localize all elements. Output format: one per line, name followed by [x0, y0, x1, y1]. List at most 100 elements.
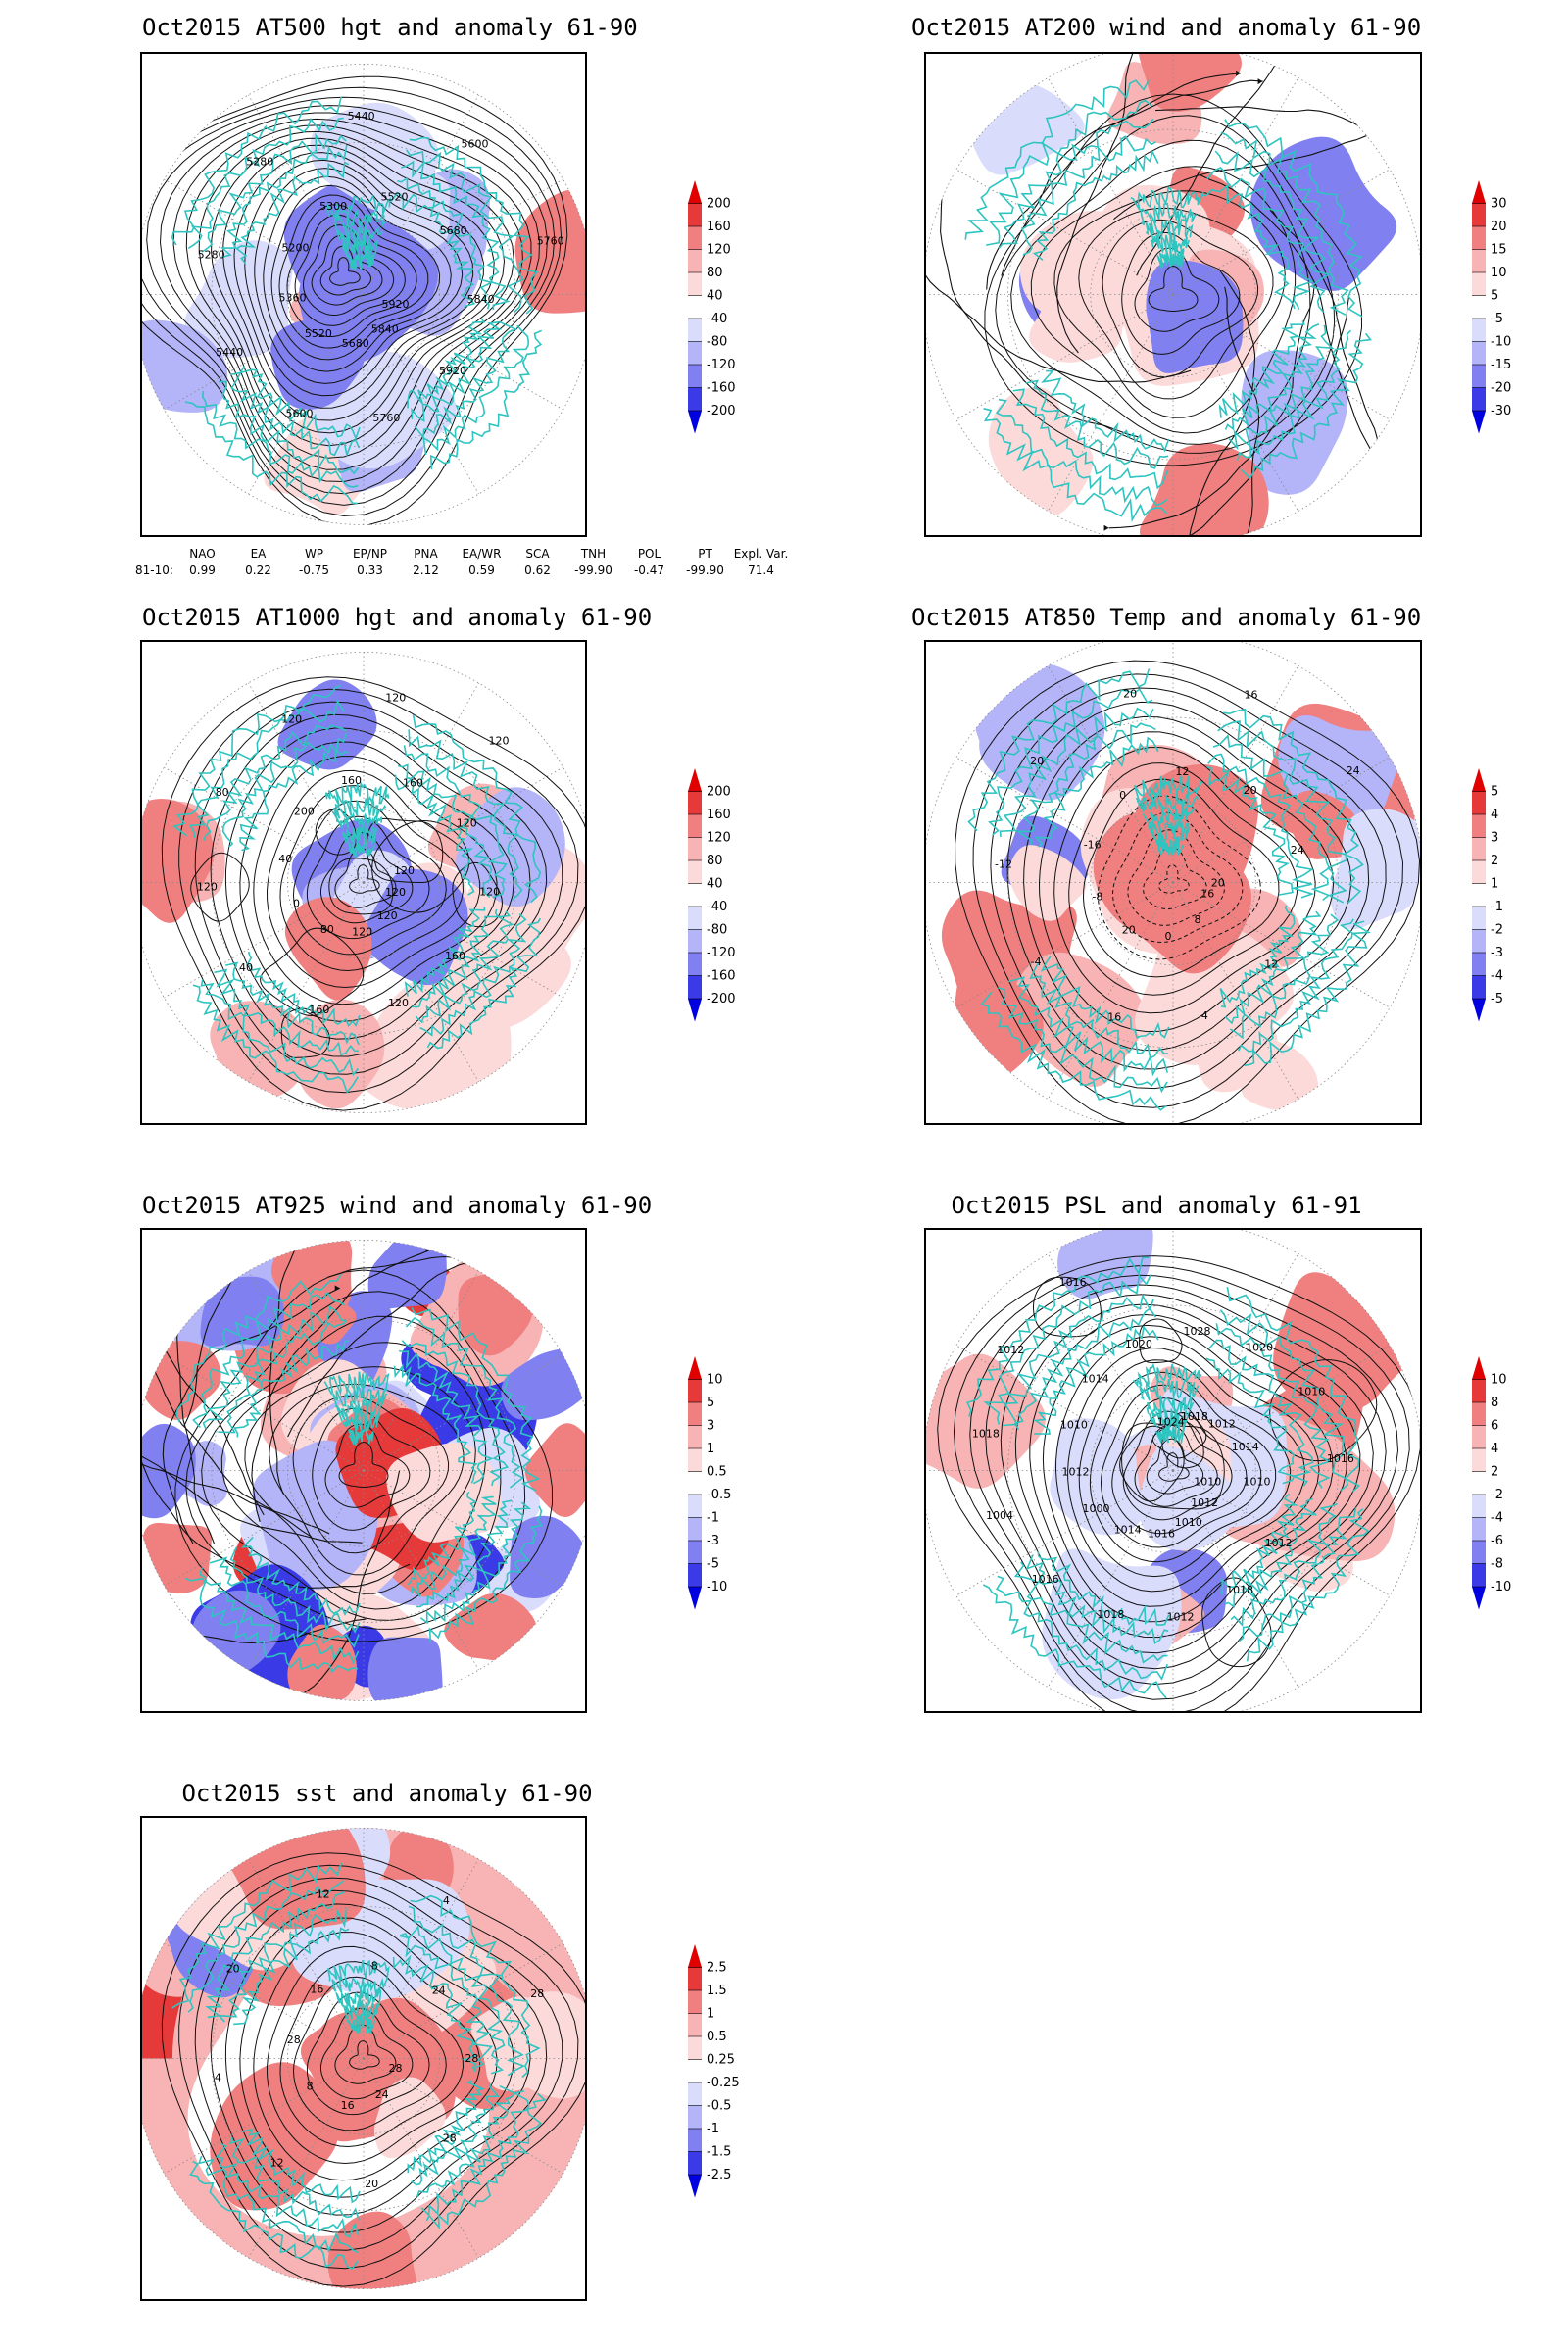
contour-label: 120 — [385, 691, 406, 704]
tc-value: 71.4 — [748, 564, 774, 577]
coastline — [341, 825, 377, 845]
coastline — [414, 320, 518, 440]
contour-line — [279, 785, 465, 972]
negative-anomaly — [1057, 1230, 1153, 1299]
tc-value: 0.62 — [524, 564, 551, 577]
tc-header: PT — [698, 547, 712, 561]
contour-line — [972, 673, 1404, 1108]
coastline — [221, 732, 348, 848]
contour-line — [1158, 864, 1190, 894]
positive-anomaly — [926, 1353, 1046, 1489]
coastline — [429, 329, 543, 470]
colorbar-label: 10 — [1491, 266, 1507, 280]
contour-label: 1014 — [1232, 1441, 1259, 1453]
contour-line — [161, 676, 585, 1111]
tc-value: 0.22 — [245, 564, 271, 577]
tc-value: 2.12 — [413, 564, 439, 577]
panel-title: Oct2015 AT850 Temp and anomaly 61-90 — [911, 604, 1422, 631]
colorbar-at925: 10 5 3 1 0.5 -0.5 -1 -3 -5 -10 — [686, 1350, 745, 1620]
coastline — [1224, 119, 1363, 318]
colorbar-swatch — [1472, 203, 1486, 226]
colorbar-label: 2 — [1491, 1465, 1498, 1480]
coastline — [217, 1907, 348, 2023]
latitude-circle — [287, 806, 440, 959]
colorbar-arrow-top — [1472, 768, 1486, 792]
coastline — [405, 1316, 524, 1489]
coastline — [988, 688, 1153, 836]
tc-value: 0.33 — [357, 564, 383, 577]
colorbar-label: -4 — [1491, 1511, 1503, 1526]
coastline — [1146, 1395, 1195, 1417]
meridian-line — [363, 1942, 564, 2059]
coastline — [1228, 324, 1335, 451]
colorbar-label: -120 — [707, 946, 736, 960]
contour-line — [278, 194, 429, 349]
colorbar-label: -5 — [1491, 312, 1503, 326]
coastline — [241, 2128, 361, 2204]
coastline — [218, 1319, 348, 1434]
colorbar-label: -3 — [1491, 946, 1503, 960]
contour-label: 1014 — [1114, 1524, 1142, 1537]
contour-label: 20 — [365, 2178, 378, 2190]
meridian-line — [248, 294, 365, 495]
contour-label: 12 — [1264, 958, 1278, 971]
coastline — [184, 1577, 359, 1674]
contour-line — [1152, 1412, 1207, 1459]
coastline — [401, 160, 511, 311]
contour-label: 1012 — [1167, 1611, 1195, 1624]
contour-label: 120 — [385, 886, 406, 899]
contour-label: 1010 — [1194, 1475, 1221, 1488]
contour-label: 16 — [310, 1983, 323, 1995]
meridian-line — [1172, 882, 1299, 1100]
colorbar-swatch — [688, 1379, 702, 1402]
contour-line — [292, 800, 447, 956]
colorbar-label: 6 — [1491, 1419, 1498, 1434]
contour-line — [1111, 1396, 1248, 1535]
streamline — [142, 1338, 313, 1538]
contour-line — [1054, 1336, 1320, 1607]
map-at925 — [140, 1228, 587, 1713]
streamline — [142, 1411, 363, 1544]
tc-header: Expl. Var. — [733, 547, 789, 561]
coastline — [203, 724, 347, 841]
meridian-line — [956, 1345, 1174, 1471]
coastline — [1224, 1497, 1317, 1608]
coastline — [397, 176, 494, 310]
colorbar-swatch — [688, 2059, 702, 2082]
coastline — [1007, 976, 1169, 1077]
coastline — [1246, 1508, 1370, 1662]
meridian-line — [1047, 882, 1174, 1100]
colorbar-swatch — [1472, 387, 1486, 411]
streamline-arrow — [1394, 527, 1399, 534]
tc-value: 0.99 — [189, 564, 216, 577]
contour-line — [1146, 1438, 1204, 1494]
contour-line — [1122, 1410, 1233, 1521]
coastline — [341, 1412, 380, 1431]
contour-line — [311, 234, 383, 306]
streamline — [926, 233, 1192, 383]
meridian-line — [1172, 1470, 1391, 1596]
coastline — [998, 118, 1154, 250]
coastline — [1223, 708, 1364, 904]
colorbar-swatch — [688, 2129, 702, 2152]
coastline — [1013, 1307, 1157, 1431]
teleconnection-table: NAO EA WP EP/NP PNA EA/WR SCA TNH POL PT… — [135, 547, 789, 577]
coastline — [187, 1880, 344, 2013]
colorbar-swatch — [1472, 906, 1486, 930]
latitude-circle — [211, 1317, 516, 1624]
colorbar-swatch — [688, 860, 702, 884]
contour-line — [263, 175, 452, 372]
contour-line — [292, 1395, 450, 1554]
meridian-line — [363, 1858, 479, 2059]
colorbar-at500: 200 160 120 80 40 -40 -80 -120 -160 -200 — [686, 174, 745, 444]
contour-line — [1068, 762, 1298, 996]
coastline — [409, 136, 539, 315]
coastline — [1133, 775, 1203, 803]
negative-anomaly — [184, 240, 293, 359]
contour-label: 5440 — [348, 110, 375, 122]
colorbar-swatch — [688, 929, 702, 953]
latitude-circle — [211, 729, 516, 1036]
colorbar-swatch — [1472, 226, 1486, 250]
meridian-line — [363, 178, 564, 295]
coastline — [335, 1398, 381, 1422]
